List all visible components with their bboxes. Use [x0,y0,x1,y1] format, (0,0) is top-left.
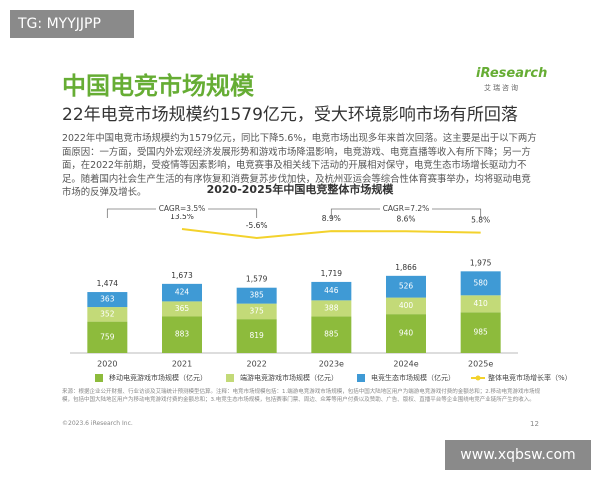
bar-value-label: 580 [474,278,489,287]
slide-title: 中国电竞市场规模 [62,72,254,100]
total-label: 1,673 [171,271,193,280]
cagr-label: CAGR=7.2% [383,204,430,213]
legend-label: 电竞生态市场规模（亿元） [371,373,455,382]
line-value-label: 8.9% [322,214,341,223]
bar-segment [386,275,426,298]
legend-label: 移动电竞游戏市场规模（亿元） [109,373,207,382]
bar-segment [162,283,202,302]
page-number: 12 [530,420,539,428]
total-label: 1,719 [321,269,343,278]
bar-value-label: 375 [250,306,265,315]
cagr-label-bg [156,204,208,214]
total-label: 1,579 [246,275,268,284]
logo-subtitle: 艾瑞咨询 [484,84,520,92]
x-tick-label: 2021 [172,360,192,369]
bar-segment [460,312,501,353]
bar-segment [162,301,202,317]
bar-segment [87,292,128,308]
bar-segment [460,271,501,296]
bar-value-label: 526 [399,282,414,291]
bar-value-label: 985 [474,328,489,337]
bar-value-label: 363 [100,295,115,304]
legend-label: 整体电竞市场增长率（%） [488,373,572,382]
bar-value-label: 365 [175,304,190,313]
bar-value-label: 400 [399,301,414,310]
bar-value-label: 410 [474,299,489,308]
logo: iResearch [476,66,548,81]
x-tick-label: 2024e [393,360,418,369]
bar-value-label: 385 [250,291,265,300]
x-tick-label: 2023e [319,360,344,369]
x-tick-label: 2020 [97,360,117,369]
legend-swatch [226,374,234,382]
bar-value-label: 883 [175,330,190,339]
footnotes: 来源：根据企业公开财报、行业访谈及艾瑞统计预测模型估算。注释：电竞市场规模包括：… [62,389,541,403]
watermark-site: www.xqbsw.com [445,440,591,470]
bar-value-label: 388 [324,303,339,312]
bar-segment [87,321,128,353]
bar-segment [311,281,352,301]
total-label: 1,866 [395,263,417,272]
bar-value-label: 819 [250,331,265,340]
bar-segment [87,307,128,322]
bar-value-label: 940 [399,329,414,338]
bar-segment [460,295,501,313]
bar-value-label: 446 [324,286,339,295]
growth-line [181,227,481,239]
line-value-label: 8.6% [396,214,415,223]
subtitle: 22年电竞市场规模约1579亿元，受大环境影响市场有所回落 [62,105,518,125]
copyright: ©2023.6 iResearch Inc. [62,420,133,427]
bar-segment [162,316,202,353]
legend-swatch [357,374,365,382]
line-value-label: 13.5% [170,212,194,221]
paragraph: 2022年中国电竞市场规模约为1579亿元，同比下降5.6%，电竞市场出现多年来… [62,133,537,198]
bar-value-label: 352 [100,309,115,318]
x-tick-label: 2025e [468,360,493,369]
watermark: TG: MYYJJPP [10,10,134,38]
legend-swatch-dot [475,375,481,381]
legend-label: 端游电竞游戏市场规模（亿元） [240,373,338,382]
bar-segment [311,316,352,353]
bar-segment [236,303,277,320]
total-label: 1,975 [470,258,492,267]
chart-title: 2020-2025年中国电竞整体市场规模 [207,182,395,196]
bar-segment [236,319,277,353]
line-value-label: -5.6% [246,221,268,230]
bar-segment [236,287,277,304]
line-value-label: 5.8% [471,216,490,225]
bar-segment [311,300,352,317]
legend-swatch [95,374,103,382]
bar-value-label: 885 [324,330,339,339]
cagr-label-bg [380,204,432,214]
x-tick-label: 2022 [246,360,266,369]
bar-value-label: 424 [175,288,190,297]
bar-segment [386,297,426,315]
cagr-label: CAGR=3.5% [159,204,206,213]
total-label: 1,474 [97,279,119,288]
bar-segment [386,314,426,353]
bar-value-label: 759 [100,332,115,341]
